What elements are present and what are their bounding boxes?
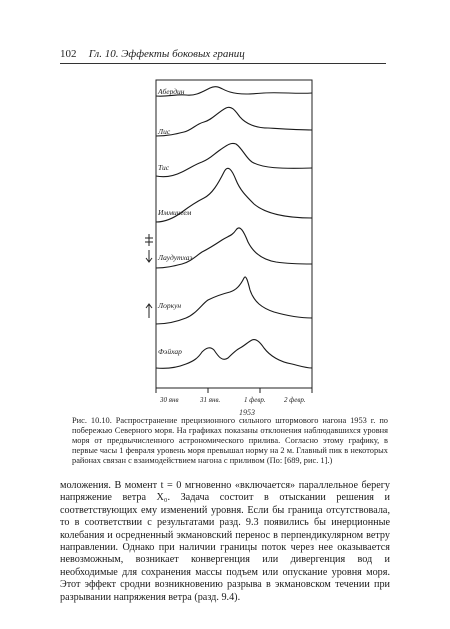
curve-southend [155, 227, 313, 269]
station-label-immingham: Иммингем [157, 208, 192, 217]
station-label-southend: Лаудутхаз [157, 253, 192, 262]
running-title: Гл. 10. Эффекты боковых границ [88, 48, 245, 60]
station-label-harwich: Лоркун [157, 301, 181, 310]
curve-immingham [155, 167, 313, 223]
curve-aberdeen [155, 86, 313, 97]
body-paragraph: моложения. В момент t = 0 мгновенно «вкл… [60, 480, 390, 603]
station-label-leith: Лис [157, 127, 171, 136]
station-label-dover: Фэйхар [158, 347, 182, 356]
x-axis-ticks [155, 388, 313, 393]
curve-harwich [155, 276, 313, 325]
x-tick-label: 1 февр. [244, 396, 266, 404]
figure-year-label: 1953 [239, 408, 255, 417]
station-label-tees: Тис [158, 163, 170, 172]
x-axis-labels: 30 янв 31 янв. 1 февр. 2 февр. [159, 396, 306, 404]
station-labels: Абердин Лис Тис Иммингем Лаудутхаз Лорку… [157, 87, 192, 356]
station-label-aberdeen: Абердин [157, 87, 185, 96]
scale-arrow-marks [145, 234, 153, 318]
x-tick-label: 2 февр. [284, 396, 306, 404]
curve-dover [155, 338, 313, 369]
curve-leith [155, 106, 313, 137]
x-tick-label: 31 янв. [199, 396, 221, 404]
running-header: 102 Гл. 10. Эффекты боковых границ [60, 48, 386, 60]
figure-frame [155, 79, 313, 389]
figure-caption: Рис. 10.10. Распространение прецизионног… [72, 416, 388, 465]
storm-surge-figure: Абердин Лис Тис Иммингем Лаудутхаз Лорку… [140, 72, 320, 412]
header-rule [60, 63, 386, 64]
curve-tees [155, 142, 313, 178]
x-tick-label: 30 янв [159, 396, 179, 404]
figure-svg: Абердин Лис Тис Иммингем Лаудутхаз Лорку… [155, 79, 313, 404]
page-number: 102 [60, 48, 77, 60]
surge-curves [155, 86, 313, 369]
